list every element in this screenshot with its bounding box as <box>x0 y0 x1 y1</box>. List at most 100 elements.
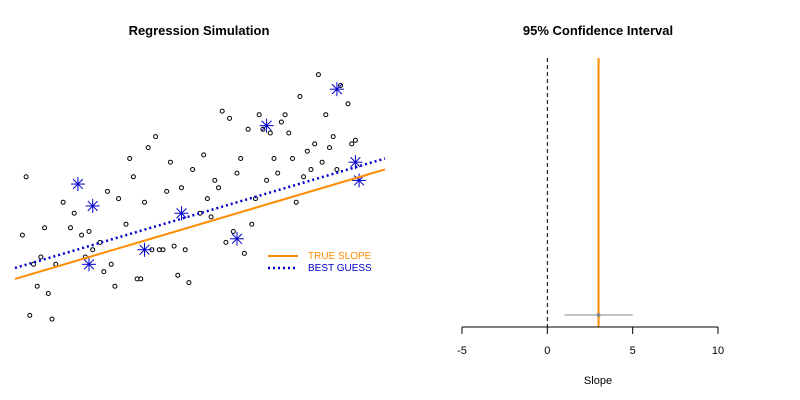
data-point <box>315 72 321 78</box>
data-point <box>304 148 310 154</box>
data-point <box>212 177 218 183</box>
data-point <box>264 177 270 183</box>
data-point <box>68 225 73 231</box>
data-point <box>352 137 358 143</box>
regression-panel: Regression Simulation TRUE SLOPE BEST GU… <box>14 23 386 322</box>
data-point <box>34 283 40 289</box>
highlighted-point <box>137 242 152 257</box>
data-point <box>308 167 314 172</box>
data-point <box>238 156 244 161</box>
x-axis: -5 0 5 10 <box>457 326 724 357</box>
data-point <box>79 232 85 238</box>
data-point <box>208 214 214 220</box>
x-tick-label: -5 <box>457 345 467 357</box>
x-tick-label: 5 <box>630 345 636 357</box>
data-point <box>286 130 292 136</box>
highlighted-point <box>85 198 100 213</box>
data-point <box>45 291 51 296</box>
data-point <box>260 126 266 132</box>
confidence-interval-title: 95% Confidence Interval <box>523 23 673 38</box>
x-tick-label: 10 <box>712 345 724 357</box>
data-point <box>123 221 129 227</box>
data-point <box>71 210 77 216</box>
data-point <box>282 112 288 118</box>
data-point <box>138 276 144 282</box>
data-point <box>49 316 55 322</box>
data-point <box>42 225 48 231</box>
data-point <box>164 188 170 194</box>
data-point <box>271 156 277 161</box>
data-point <box>290 156 295 161</box>
data-point <box>116 196 122 202</box>
data-point <box>190 167 196 172</box>
data-point <box>201 152 207 158</box>
data-point <box>245 126 251 132</box>
highlighted-point <box>82 257 96 272</box>
data-point <box>216 185 221 191</box>
data-point <box>301 174 307 180</box>
data-point <box>249 221 255 227</box>
true-slope-line <box>14 168 386 280</box>
data-point <box>130 174 136 180</box>
highlighted-point <box>329 82 344 97</box>
highlighted-point <box>70 177 85 192</box>
x-axis-label: Slope <box>584 375 612 387</box>
data-point <box>234 170 240 176</box>
data-point <box>230 229 236 234</box>
data-point <box>153 134 159 140</box>
data-point <box>223 239 229 245</box>
data-point <box>319 159 325 165</box>
data-point <box>323 112 329 118</box>
data-point <box>167 159 173 165</box>
highlighted-point <box>230 231 244 246</box>
data-point <box>101 269 107 275</box>
data-point <box>27 312 33 318</box>
data-point <box>334 167 340 172</box>
data-point <box>142 199 147 205</box>
data-point <box>175 272 181 278</box>
data-point <box>219 108 225 114</box>
data-point <box>23 174 29 180</box>
data-point <box>112 283 118 289</box>
data-point <box>182 247 188 253</box>
best-guess-line <box>14 157 386 270</box>
data-point <box>227 115 233 121</box>
data-point <box>330 134 336 140</box>
data-point <box>90 247 96 253</box>
data-point <box>312 141 318 147</box>
data-point <box>145 145 151 151</box>
data-point <box>275 170 281 176</box>
legend-label-best-guess: BEST GUESS <box>308 263 372 274</box>
data-point <box>256 112 262 118</box>
data-point <box>186 280 192 286</box>
legend-label-true-slope: TRUE SLOPE <box>308 251 372 262</box>
data-point <box>19 232 25 238</box>
data-point <box>38 254 44 260</box>
data-points <box>19 72 358 322</box>
regression-title: Regression Simulation <box>129 23 270 38</box>
data-point <box>267 130 273 136</box>
data-point <box>345 101 351 107</box>
highlighted-point <box>259 118 274 133</box>
confidence-interval-panel: 95% Confidence Interval -5 0 5 10 Slope <box>457 23 724 387</box>
highlighted-point <box>174 206 189 221</box>
data-point <box>160 247 166 253</box>
data-point <box>349 141 355 147</box>
data-point <box>327 145 332 151</box>
slope-estimate-point <box>596 313 601 317</box>
data-point <box>338 83 344 88</box>
data-point <box>60 199 66 205</box>
data-point <box>108 261 114 267</box>
x-tick-label: 0 <box>544 345 550 357</box>
data-point <box>297 94 303 99</box>
data-point <box>127 156 133 161</box>
data-point <box>241 250 247 256</box>
data-point <box>293 199 299 205</box>
x-axis-ticks: -5 0 5 10 <box>457 327 724 357</box>
data-point <box>171 243 177 249</box>
legend: TRUE SLOPE BEST GUESS <box>268 251 372 274</box>
data-point <box>105 188 110 194</box>
data-point <box>278 119 284 125</box>
